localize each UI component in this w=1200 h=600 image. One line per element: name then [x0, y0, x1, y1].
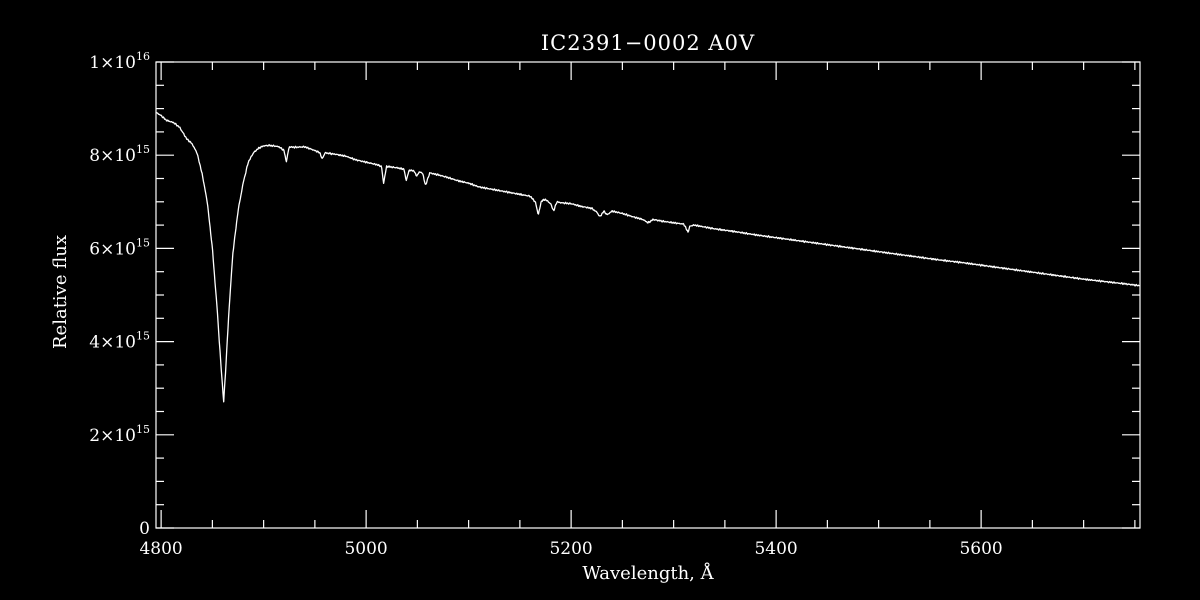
x-tick-label: 5200: [549, 539, 592, 559]
y-tick-label: 4×1015: [89, 330, 150, 353]
plot-frame: [155, 61, 1141, 529]
x-tick-label: 5400: [754, 539, 797, 559]
y-tick-exponent: 15: [136, 236, 150, 249]
axis-ticks: [156, 61, 1140, 529]
y-tick-exponent: 15: [136, 423, 150, 436]
y-tick-label: 1×1016: [89, 50, 150, 73]
y-tick-mantissa: 8×10: [89, 146, 136, 166]
y-tick-mantissa: 1×10: [89, 53, 136, 73]
x-tick-label: 5600: [959, 539, 1002, 559]
y-tick-exponent: 15: [136, 143, 150, 156]
x-axis-label: Wavelength, Å: [582, 562, 714, 584]
y-tick-mantissa: 6×10: [89, 239, 136, 259]
chart-title: IC2391−0002 A0V: [541, 31, 755, 55]
y-tick-label: 2×1015: [89, 423, 150, 446]
y-tick-mantissa: 2×10: [89, 426, 136, 446]
y-tick-exponent: 16: [136, 50, 150, 63]
y-tick-label: 0: [139, 519, 150, 539]
y-tick-exponent: 15: [136, 330, 150, 343]
x-tick-label: 4800: [139, 539, 182, 559]
y-tick-mantissa: 4×10: [89, 333, 136, 353]
x-tick-labels: 4800 5000 5200 5400 5600: [139, 539, 1002, 559]
y-tick-label: 8×1015: [89, 143, 150, 166]
x-tick-label: 5000: [344, 539, 387, 559]
spectrum-line: [155, 111, 1140, 403]
y-tick-mantissa: 0: [139, 519, 150, 539]
y-axis-label: Relative flux: [50, 235, 71, 349]
y-tick-label: 6×1015: [89, 236, 150, 259]
